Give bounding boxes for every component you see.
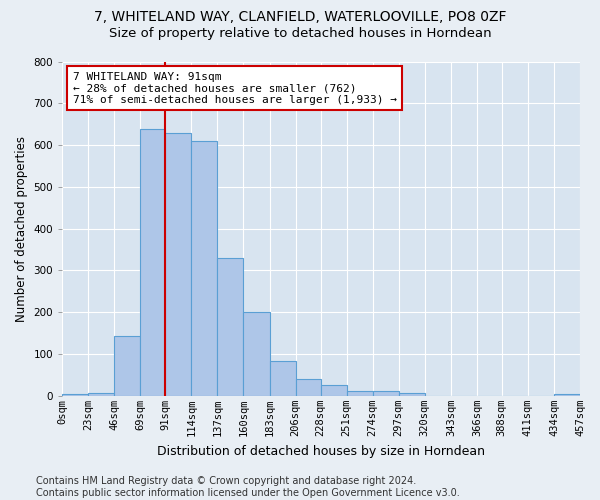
Bar bbox=[373, 391, 399, 396]
Bar bbox=[140, 129, 166, 396]
Text: Size of property relative to detached houses in Horndean: Size of property relative to detached ho… bbox=[109, 28, 491, 40]
Bar bbox=[296, 379, 320, 396]
Y-axis label: Number of detached properties: Number of detached properties bbox=[15, 136, 28, 322]
Bar bbox=[269, 361, 296, 396]
Text: 7 WHITELAND WAY: 91sqm
← 28% of detached houses are smaller (762)
71% of semi-de: 7 WHITELAND WAY: 91sqm ← 28% of detached… bbox=[73, 72, 397, 104]
Bar bbox=[554, 394, 580, 396]
Text: 7, WHITELAND WAY, CLANFIELD, WATERLOOVILLE, PO8 0ZF: 7, WHITELAND WAY, CLANFIELD, WATERLOOVIL… bbox=[94, 10, 506, 24]
Text: Contains HM Land Registry data © Crown copyright and database right 2024.
Contai: Contains HM Land Registry data © Crown c… bbox=[36, 476, 460, 498]
Bar bbox=[88, 392, 115, 396]
Bar bbox=[62, 394, 88, 396]
X-axis label: Distribution of detached houses by size in Horndean: Distribution of detached houses by size … bbox=[157, 444, 485, 458]
Bar bbox=[244, 312, 269, 396]
Bar bbox=[347, 391, 373, 396]
Bar bbox=[320, 386, 347, 396]
Bar bbox=[166, 132, 191, 396]
Bar bbox=[399, 392, 425, 396]
Bar bbox=[115, 336, 140, 396]
Bar bbox=[217, 258, 244, 396]
Bar bbox=[191, 141, 217, 396]
